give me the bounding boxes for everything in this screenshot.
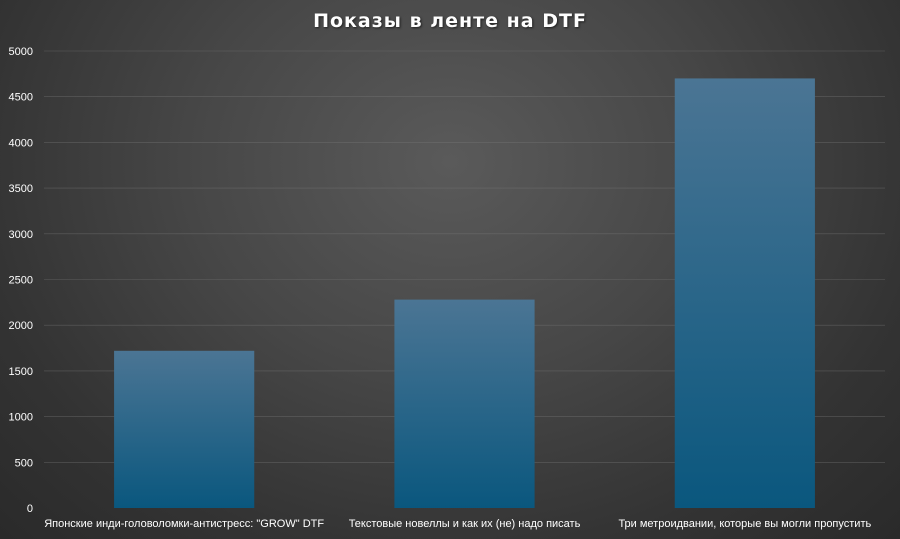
- chart-title: Показы в ленте на DTF: [313, 10, 587, 32]
- y-tick-label: 0: [27, 503, 33, 515]
- y-tick-label: 1000: [9, 412, 33, 424]
- bars: [114, 78, 815, 509]
- y-axis-ticks: 0 500 1000 1500 2000 2500 3000 3500 4000 4500 5000: [9, 46, 33, 515]
- bar-3: [674, 78, 815, 509]
- x-category-label: Японские инди-головоломки-антистресс: "G…: [44, 518, 324, 530]
- y-tick-label: 1500: [9, 366, 33, 378]
- bar-2: [394, 299, 535, 508]
- y-tick-label: 2500: [9, 275, 33, 287]
- y-tick-label: 3000: [9, 229, 33, 241]
- x-category-label: Три метроидвании, которые вы могли пропу…: [618, 518, 871, 530]
- y-tick-label: 2000: [9, 320, 33, 332]
- y-tick-label: 3500: [9, 183, 33, 195]
- y-tick-label: 4000: [9, 137, 33, 149]
- y-tick-label: 4500: [9, 92, 33, 104]
- y-tick-label: 500: [15, 457, 33, 469]
- bar-1: [114, 350, 255, 508]
- x-axis-categories: Японские инди-головоломки-антистресс: "G…: [44, 518, 871, 530]
- y-tick-label: 5000: [9, 46, 33, 58]
- x-category-label: Текстовые новеллы и как их (не) надо пис…: [349, 518, 581, 530]
